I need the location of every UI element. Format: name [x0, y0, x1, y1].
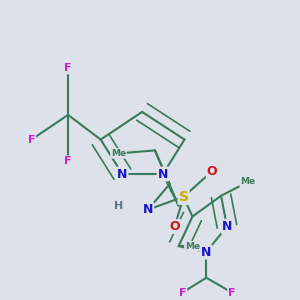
Text: F: F [64, 64, 72, 74]
Text: F: F [228, 287, 236, 298]
Text: N: N [117, 168, 128, 181]
Text: Me: Me [111, 149, 126, 158]
Text: N: N [158, 168, 168, 181]
Text: F: F [179, 287, 186, 298]
Text: Me: Me [240, 178, 255, 187]
Text: N: N [143, 203, 153, 216]
Text: H: H [114, 201, 123, 211]
Text: Me: Me [185, 242, 200, 250]
Text: N: N [201, 246, 211, 259]
Text: F: F [64, 156, 72, 166]
Text: S: S [178, 190, 189, 204]
Text: N: N [222, 220, 232, 233]
Text: O: O [207, 165, 217, 178]
Text: O: O [169, 220, 180, 233]
Text: F: F [28, 135, 35, 145]
